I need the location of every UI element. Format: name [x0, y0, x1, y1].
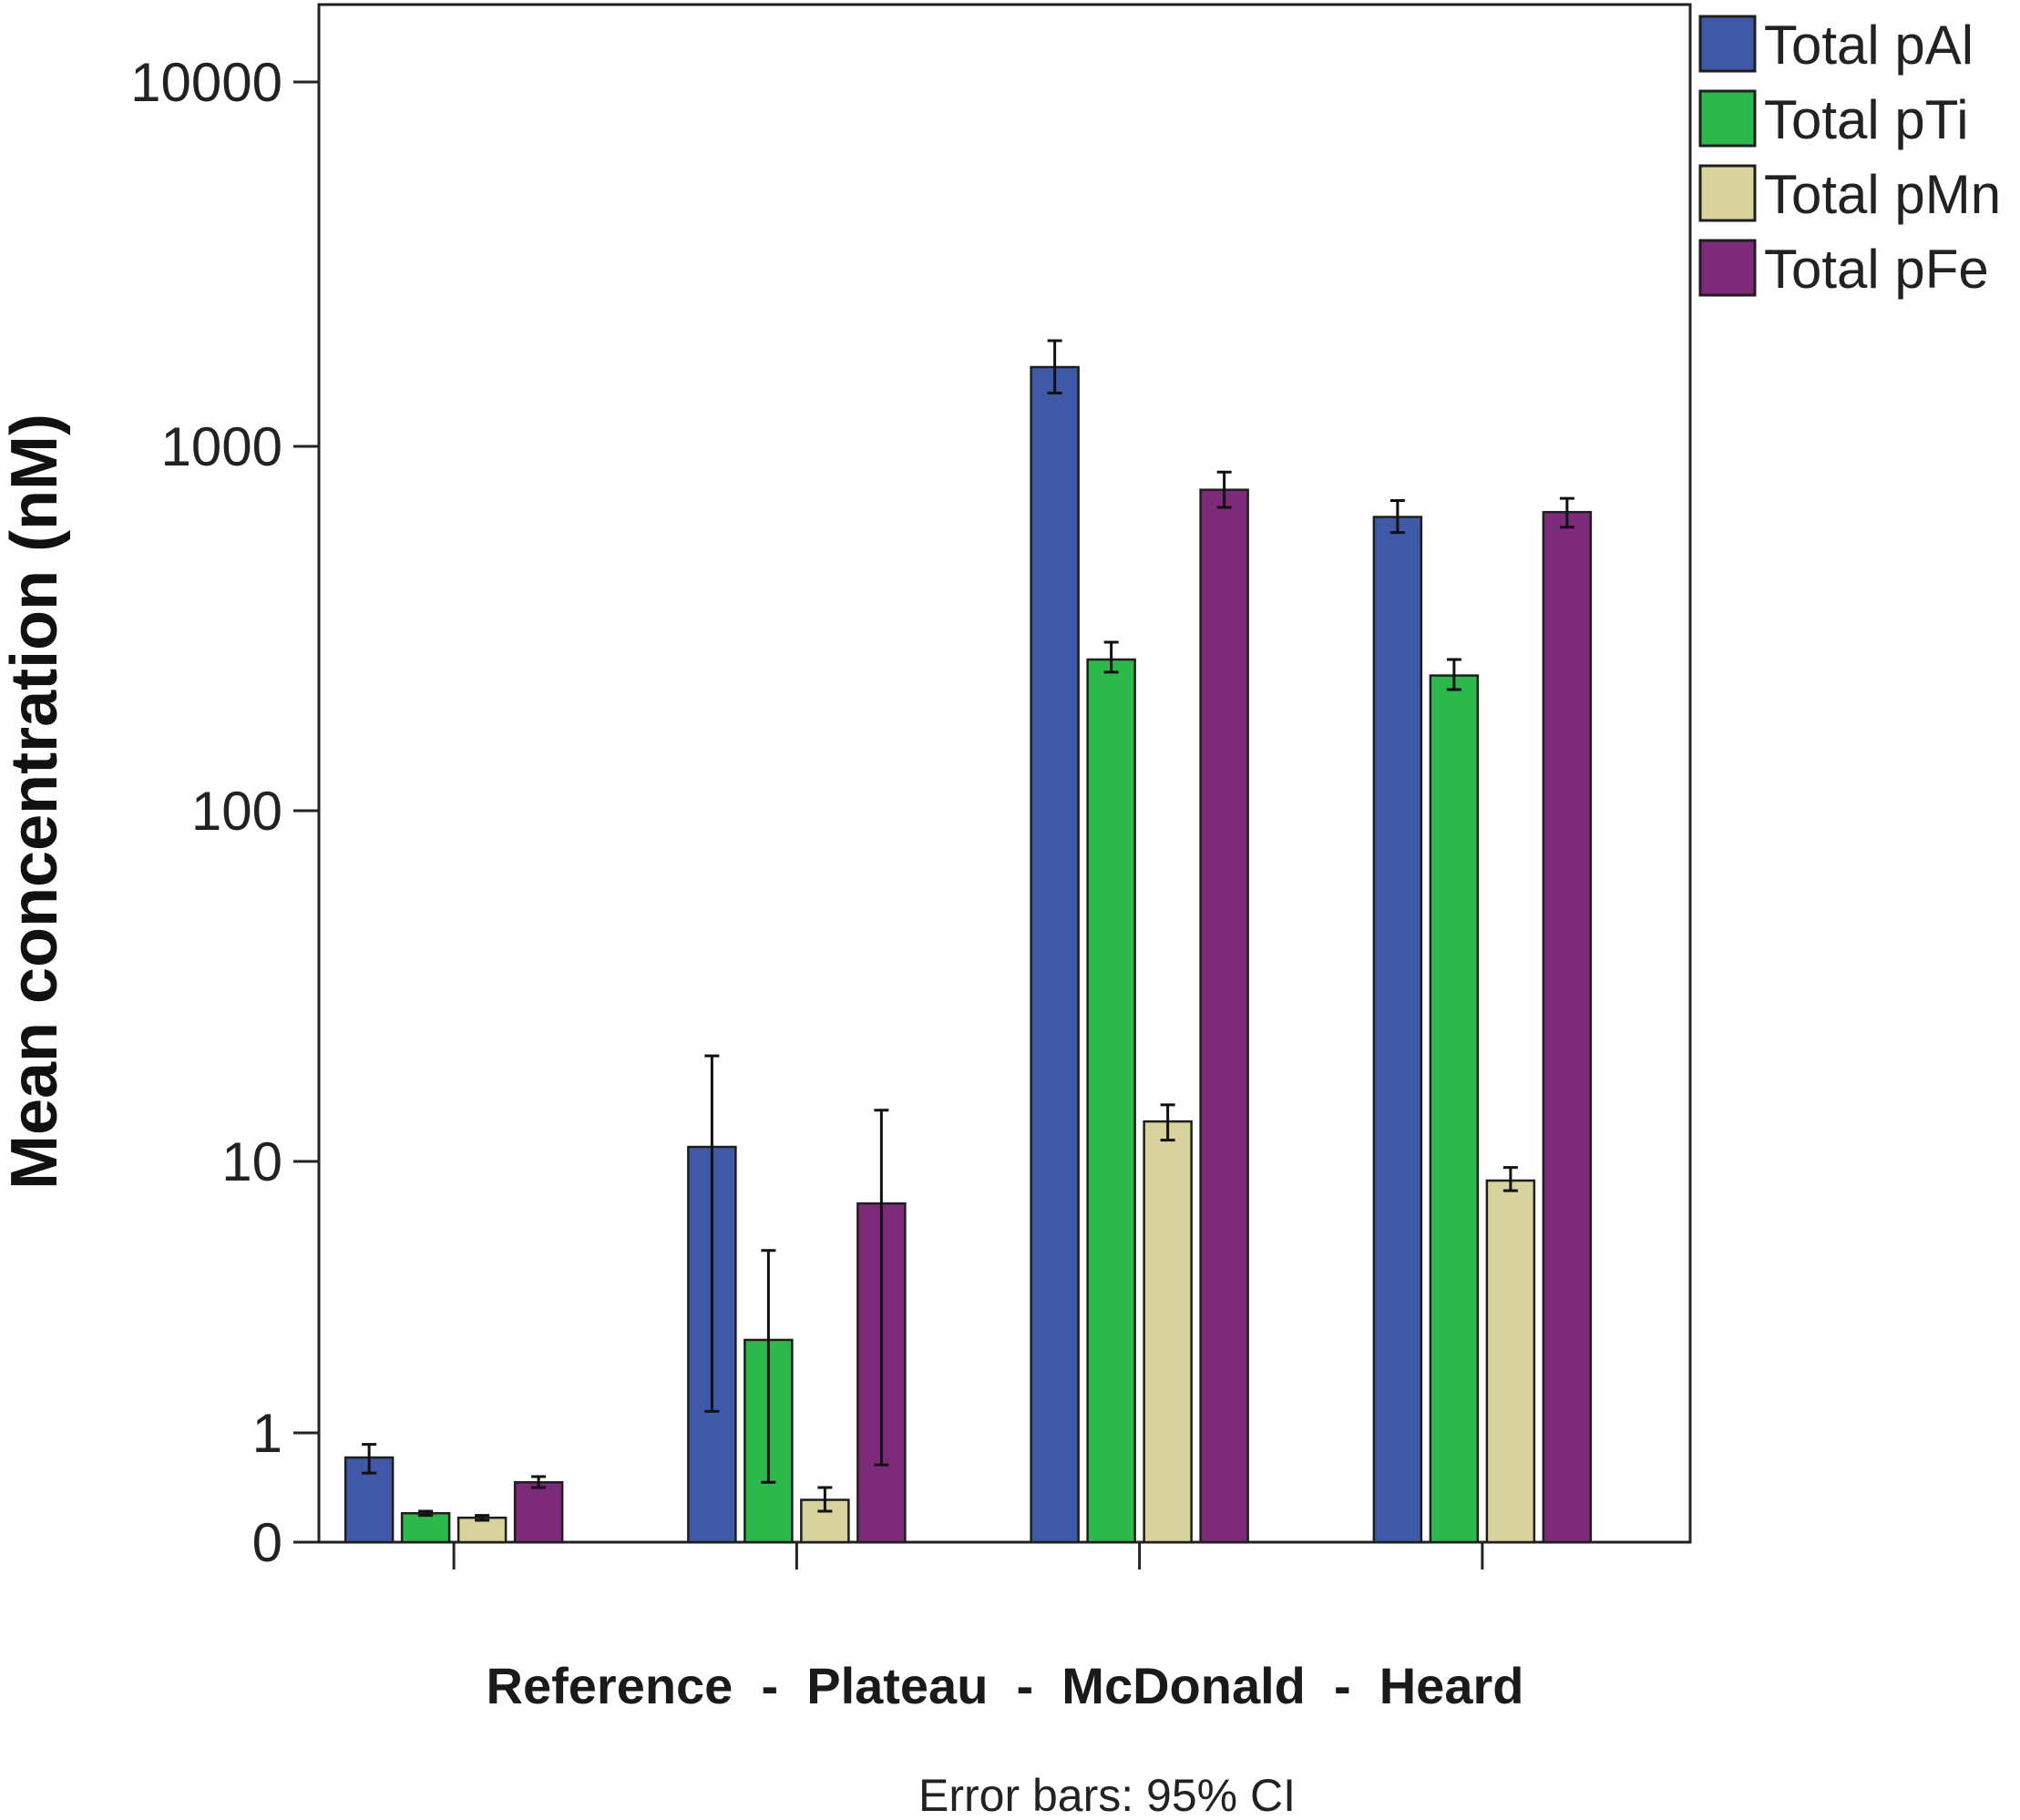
x-axis: [452, 1542, 1484, 1569]
bar-total-pfe: [1199, 488, 1249, 1544]
legend-swatch: [1698, 164, 1757, 222]
bar-total-pal: [1372, 516, 1423, 1544]
y-axis-title: Mean concentration (nM): [0, 414, 71, 1190]
error-bars-note: Error bars: 95% CI: [918, 1770, 1296, 1820]
bar-total-pfe: [1542, 510, 1593, 1544]
legend-label: Total pTi: [1764, 89, 1969, 150]
legend: Total pAl Total pTi Total pMn Total pFe: [1698, 15, 2001, 300]
y-tick-label: 10: [221, 1131, 282, 1192]
bar-total-pti: [1429, 674, 1480, 1544]
plot-area-border: [317, 3, 1692, 1544]
y-tick-label: 100: [191, 781, 282, 842]
bar-total-pfe: [513, 1481, 564, 1544]
y-tick-label: 1: [252, 1403, 282, 1464]
bar-total-pmn: [1143, 1120, 1193, 1544]
bar-total-pmn: [456, 1516, 508, 1544]
legend-swatch: [1698, 89, 1757, 148]
y-tick-label: 10000: [130, 52, 282, 113]
bar-total-pti: [400, 1512, 451, 1544]
y-tick-label: 0: [252, 1512, 282, 1573]
legend-label: Total pMn: [1764, 164, 2001, 225]
error-bars-group: [362, 339, 1574, 1522]
bars-group: [344, 365, 1593, 1544]
legend-swatch: [1698, 239, 1757, 297]
bar-total-pti: [1086, 658, 1136, 1544]
x-axis-title: Reference - Plateau - McDonald - Heard: [487, 1657, 1524, 1714]
plot-frame: [317, 3, 1692, 1544]
legend-swatch: [1698, 15, 1757, 73]
bar-total-pal: [1030, 365, 1080, 1544]
bar-total-pmn: [1485, 1179, 1536, 1544]
legend-label: Total pAl: [1764, 15, 1974, 76]
y-tick-label: 1000: [161, 416, 282, 477]
legend-label: Total pFe: [1764, 239, 1989, 300]
